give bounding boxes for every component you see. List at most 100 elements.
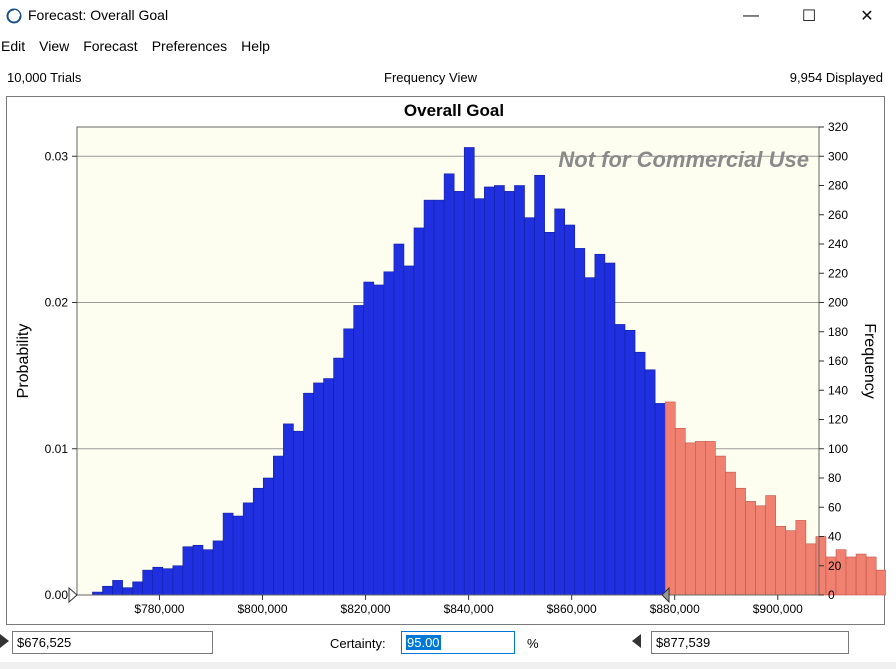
upper-grabber-icon[interactable] <box>661 586 670 604</box>
histogram-bar <box>192 544 204 596</box>
lower-grabber-icon[interactable] <box>68 586 78 604</box>
certainty-label: Certainty: <box>330 636 386 651</box>
histogram-bar <box>534 174 545 596</box>
histogram-bar <box>252 487 264 596</box>
x-tick-label: $880,000 <box>650 602 700 616</box>
chart-title: Overall Goal <box>404 101 504 120</box>
histogram-bar <box>795 520 807 596</box>
histogram-bar <box>102 585 113 596</box>
histogram-bar <box>473 198 485 596</box>
y2-tick-label: 200 <box>828 296 848 310</box>
minimize-icon: — <box>743 7 759 24</box>
histogram-bar <box>463 147 475 596</box>
right-grabber-arrow-icon[interactable] <box>632 634 641 648</box>
histogram-bar <box>775 525 787 596</box>
histogram-bar <box>383 271 395 596</box>
histogram-bar <box>313 382 324 596</box>
histogram-bar <box>664 401 676 596</box>
histogram-bar <box>122 587 133 596</box>
histogram-bar <box>594 253 606 596</box>
frequency-chart: Overall Goal Not for Commercial Use 0.00 0.… <box>15 101 886 616</box>
histogram-bar <box>112 580 123 596</box>
histogram-bar <box>855 553 867 596</box>
histogram-bar <box>735 487 746 596</box>
histogram-bar <box>634 351 646 596</box>
histogram-bar <box>564 224 576 596</box>
menu-preferences[interactable]: Preferences <box>151 38 228 54</box>
y2-tick-label: 20 <box>828 559 842 573</box>
menu-help[interactable]: Help <box>241 38 270 54</box>
minimize-button[interactable]: — <box>722 0 780 32</box>
histogram-bar <box>695 441 706 596</box>
upper-bound-field[interactable]: $877,539 <box>651 631 849 654</box>
histogram-bar <box>353 305 365 596</box>
y-tick-label: 0.03 <box>45 149 69 163</box>
menu-edit[interactable]: Edit <box>1 38 26 54</box>
x-tick-label: $900,000 <box>753 602 803 616</box>
close-icon: ✕ <box>860 8 874 25</box>
histogram-bar <box>745 501 756 596</box>
y-axis-label: Probability <box>15 324 32 399</box>
histogram-bar <box>544 232 555 596</box>
histogram-bar <box>574 248 586 596</box>
histogram-bar <box>262 477 274 596</box>
histogram-bar <box>283 423 294 596</box>
y2-tick-label: 0 <box>828 588 835 602</box>
y2-tick-label: 320 <box>828 120 848 134</box>
y2-tick-label: 40 <box>828 530 842 544</box>
histogram-bar <box>484 186 495 596</box>
y2-tick-label: 220 <box>828 266 848 280</box>
left-grabber-arrow-icon[interactable] <box>0 634 9 648</box>
maximize-button[interactable]: ☐ <box>780 0 838 32</box>
histogram-bar <box>514 185 525 596</box>
y2-tick-label: 160 <box>828 354 848 368</box>
view-mode: Frequency View <box>384 70 477 85</box>
histogram-bar <box>524 217 535 596</box>
histogram-bar <box>443 173 455 596</box>
histogram-bar <box>242 502 254 596</box>
histogram-bar <box>504 191 515 596</box>
certainty-value: 95.00 <box>406 635 441 650</box>
y2-tick-label: 60 <box>828 500 842 514</box>
histogram-bar <box>222 512 234 596</box>
histogram-bar <box>232 515 244 596</box>
histogram-bar <box>755 505 766 596</box>
close-button[interactable]: ✕ <box>838 0 896 32</box>
maximize-icon: ☐ <box>801 8 817 25</box>
x-tick-label: $780,000 <box>134 602 184 616</box>
y2-axis-label: Frequency <box>861 323 878 399</box>
histogram-bar <box>293 430 304 596</box>
y2-tick-label: 180 <box>828 325 848 339</box>
info-bar: 10,000 Trials Frequency View 9,954 Displ… <box>0 68 896 88</box>
histogram-bar <box>554 208 566 596</box>
y2-tick-label: 260 <box>828 208 848 222</box>
histogram-bar <box>715 455 726 596</box>
crystal-ball-app-icon <box>6 8 22 24</box>
x-tick-label: $840,000 <box>444 602 494 616</box>
certainty-input[interactable]: 95.00 <box>401 631 515 654</box>
histogram-bar <box>142 569 154 596</box>
y2-tick-label: 140 <box>828 383 848 397</box>
lower-bound-field[interactable]: $676,525 <box>12 631 213 654</box>
trials-count: 10,000 Trials <box>7 70 82 85</box>
histogram-bar <box>172 565 184 596</box>
histogram-bar <box>624 329 636 596</box>
x-tick-label: $820,000 <box>341 602 391 616</box>
y2-tick-label: 240 <box>828 237 848 251</box>
histogram-bar <box>162 568 174 596</box>
histogram-bar <box>202 549 214 596</box>
histogram-bar <box>132 581 143 596</box>
histogram-bar <box>845 556 857 596</box>
displayed-count: 9,954 Displayed <box>789 70 883 85</box>
histogram-bar <box>604 262 616 596</box>
histogram-bar <box>413 227 425 596</box>
watermark-text: Not for Commercial Use <box>558 147 809 172</box>
y2-tick-label: 80 <box>828 471 842 485</box>
histogram-bar <box>323 378 334 596</box>
y2-tick-label: 300 <box>828 149 848 163</box>
histogram-bar <box>373 284 385 596</box>
histogram-bar <box>182 546 194 596</box>
menu-forecast[interactable]: Forecast <box>83 38 138 54</box>
histogram-bar <box>453 191 465 596</box>
menu-view[interactable]: View <box>39 38 70 54</box>
